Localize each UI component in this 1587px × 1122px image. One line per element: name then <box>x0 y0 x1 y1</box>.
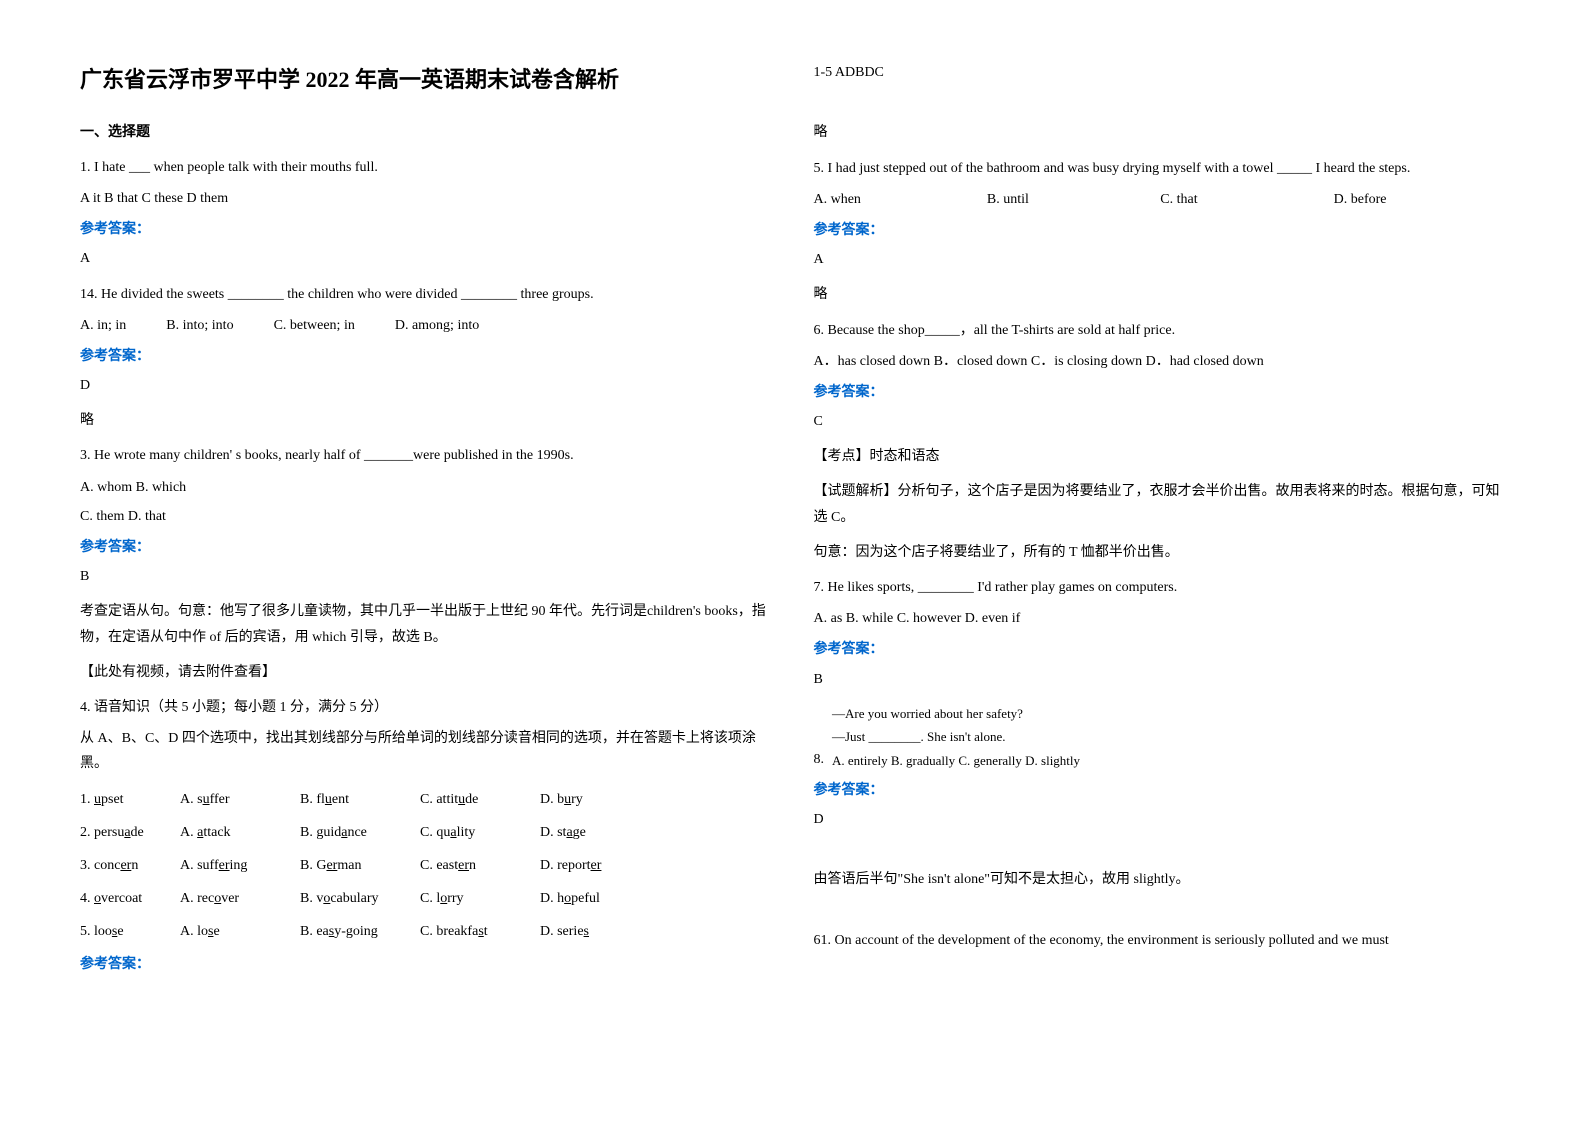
opt: B. easy-going <box>300 919 420 944</box>
answer-4: 1-5 ADBDC <box>814 60 1508 85</box>
opt-c: C. between; in <box>274 313 355 338</box>
opt: D. bury <box>540 787 660 812</box>
opt: D. hopeful <box>540 886 660 911</box>
answer-3: B <box>80 564 774 589</box>
phonetic-row-5: 5. loose A. lose B. easy-going C. breakf… <box>80 919 774 944</box>
row-num: 1. upset <box>80 787 180 812</box>
answer-label: 参考答案： <box>814 380 1508 405</box>
question-1-options: A it B that C these D them <box>80 186 774 211</box>
question-3-opts2: C. them D. that <box>80 504 774 529</box>
right-column: 1-5 ADBDC 略 5. I had just stepped out of… <box>814 60 1508 1062</box>
video-note: 【此处有视频，请去附件查看】 <box>80 660 774 685</box>
row-num: 4. overcoat <box>80 886 180 911</box>
note-5: 略 <box>814 282 1508 307</box>
phonetic-table: 1. upset A. suffer B. fluent C. attitude… <box>80 787 774 945</box>
opt: B. guidance <box>300 820 420 845</box>
opt-d: D. before <box>1334 187 1507 212</box>
question-1: 1. I hate ___ when people talk with thei… <box>80 155 774 180</box>
opt: C. lorry <box>420 886 540 911</box>
point-6: 【考点】时态和语态 <box>814 444 1508 469</box>
question-7-options: A. as B. while C. however D. even if <box>814 606 1508 631</box>
section-header: 一、选择题 <box>80 120 774 145</box>
opt: C. eastern <box>420 853 540 878</box>
explanation-8: 由答语后半句"She isn't alone"可知不是太担心，故用 slight… <box>814 867 1508 892</box>
question-8-options: A. entirely B. gradually C. generally D.… <box>832 749 1080 772</box>
question-3: 3. He wrote many children' s books, near… <box>80 443 774 468</box>
opt-a: A. when <box>814 187 987 212</box>
opt: D. reporter <box>540 853 660 878</box>
answer-label: 参考答案： <box>80 952 774 977</box>
opt: A. attack <box>180 820 300 845</box>
answer-8: D <box>814 807 1508 832</box>
note-14: 略 <box>80 408 774 433</box>
opt: A. lose <box>180 919 300 944</box>
answer-7: B <box>814 667 1508 692</box>
opt: C. quality <box>420 820 540 845</box>
answer-label: 参考答案： <box>80 344 774 369</box>
opt: B. vocabulary <box>300 886 420 911</box>
opt: D. stage <box>540 820 660 845</box>
question-7: 7. He likes sports, ________ I'd rather … <box>814 575 1508 600</box>
explanation-3: 考查定语从句。句意：他写了很多儿童读物，其中几乎一半出版于上世纪 90 年代。先… <box>80 599 774 649</box>
page-title: 广东省云浮市罗平中学 2022 年高一英语期末试卷含解析 <box>80 60 774 100</box>
question-6-options: A．has closed down B．closed down C．is clo… <box>814 349 1508 374</box>
question-5-options: A. when B. until C. that D. before <box>814 187 1508 212</box>
answer-label: 参考答案： <box>80 535 774 560</box>
opt: B. fluent <box>300 787 420 812</box>
opt: A. suffering <box>180 853 300 878</box>
opt: B. German <box>300 853 420 878</box>
opt: C. breakfast <box>420 919 540 944</box>
opt: A. recover <box>180 886 300 911</box>
phonetic-row-4: 4. overcoat A. recover B. vocabulary C. … <box>80 886 774 911</box>
question-61: 61. On account of the development of the… <box>814 928 1508 953</box>
row-num: 5. loose <box>80 919 180 944</box>
note-4: 略 <box>814 120 1508 145</box>
answer-6: C <box>814 409 1508 434</box>
answer-5: A <box>814 247 1508 272</box>
answer-14: D <box>80 373 774 398</box>
question-8-num: 8. <box>814 747 825 772</box>
question-8-line2: —Just ________. She isn't alone. <box>832 725 1080 748</box>
opt-c: C. that <box>1160 187 1333 212</box>
opt: D. series <box>540 919 660 944</box>
opt: A. suffer <box>180 787 300 812</box>
opt: C. attitude <box>420 787 540 812</box>
question-5: 5. I had just stepped out of the bathroo… <box>814 156 1508 181</box>
phonetic-row-3: 3. concern A. suffering B. German C. eas… <box>80 853 774 878</box>
opt-b: B. until <box>987 187 1160 212</box>
answer-label: 参考答案： <box>80 217 774 242</box>
phonetic-row-1: 1. upset A. suffer B. fluent C. attitude… <box>80 787 774 812</box>
question-8-body: —Are you worried about her safety? —Just… <box>832 702 1080 772</box>
question-4-instruction: 从 A、B、C、D 四个选项中，找出其划线部分与所给单词的划线部分读音相同的选项… <box>80 726 774 776</box>
phonetic-row-2: 2. persuade A. attack B. guidance C. qua… <box>80 820 774 845</box>
question-14-options: A. in; in B. into; into C. between; in D… <box>80 313 774 338</box>
opt-d: D. among; into <box>395 313 479 338</box>
question-6: 6. Because the shop_____，all the T-shirt… <box>814 318 1508 343</box>
answer-label: 参考答案： <box>814 778 1508 803</box>
question-3-opts1: A. whom B. which <box>80 475 774 500</box>
answer-label: 参考答案： <box>814 637 1508 662</box>
answer-label: 参考答案： <box>814 218 1508 243</box>
question-4-header: 4. 语音知识（共 5 小题；每小题 1 分，满分 5 分） <box>80 695 774 720</box>
meaning-6: 句意：因为这个店子将要结业了，所有的 T 恤都半价出售。 <box>814 540 1508 565</box>
opt-b: B. into; into <box>166 313 233 338</box>
opt-a: A. in; in <box>80 313 126 338</box>
row-num: 2. persuade <box>80 820 180 845</box>
explanation-6: 【试题解析】分析句子，这个店子是因为将要结业了，衣服才会半价出售。故用表将来的时… <box>814 479 1508 529</box>
answer-1: A <box>80 246 774 271</box>
question-8-wrapper: 8. —Are you worried about her safety? —J… <box>814 702 1508 772</box>
question-14: 14. He divided the sweets ________ the c… <box>80 282 774 307</box>
question-8-line1: —Are you worried about her safety? <box>832 702 1080 725</box>
left-column: 广东省云浮市罗平中学 2022 年高一英语期末试卷含解析 一、选择题 1. I … <box>80 60 774 1062</box>
row-num: 3. concern <box>80 853 180 878</box>
